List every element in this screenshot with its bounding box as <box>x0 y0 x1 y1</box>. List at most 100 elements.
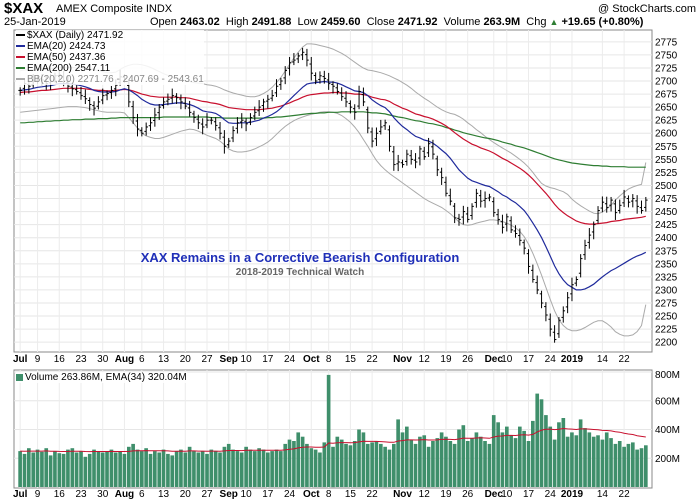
volume-bar <box>379 443 383 487</box>
volume-bar <box>161 449 166 487</box>
volume-bar <box>22 453 27 487</box>
volume-bar <box>70 448 75 487</box>
volume-bar <box>53 451 57 487</box>
volume-bar <box>357 429 361 487</box>
price-tick-label: 2425 <box>655 220 678 231</box>
price-tick-label: 2575 <box>655 142 678 153</box>
legend-bb: BB(20,2.0) 2271.76 - 2407.69 - 2543.61 <box>16 74 204 85</box>
volume-bar <box>509 435 513 488</box>
volume-bar <box>400 432 405 487</box>
date-tick-label: 17 <box>523 354 535 365</box>
price-tick-label: 2625 <box>655 116 678 127</box>
date-tick-label: 14 <box>597 354 609 365</box>
volume-bar <box>361 432 366 487</box>
date-tick-label: Jul <box>13 489 28 500</box>
volume-bar <box>27 448 31 487</box>
volume-bar <box>279 451 283 487</box>
volume-bar <box>57 453 62 487</box>
date-tick-label: 24 <box>284 354 296 365</box>
volume-bar <box>66 449 70 487</box>
volume-bar <box>409 439 414 487</box>
volume-bar <box>339 439 344 487</box>
date-tick-label: 13 <box>158 489 170 500</box>
legend-ema50: EMA(50) 2437.36 <box>16 52 204 63</box>
volume-bar <box>622 446 626 488</box>
volume-bar <box>418 436 422 487</box>
volume-bar <box>531 420 535 487</box>
volume-bar <box>370 442 374 487</box>
volume-bar <box>426 446 431 488</box>
volume-bar <box>300 436 305 487</box>
date-tick-label: 16 <box>54 354 66 365</box>
volume-bar <box>513 438 518 487</box>
volume-value: 263.9M <box>483 16 521 28</box>
volume-tick-label: 600M <box>655 396 680 407</box>
date-tick-label: Sep <box>220 489 238 500</box>
volume-bar <box>239 452 244 487</box>
volume-bar <box>526 441 531 487</box>
volume-bar <box>383 446 387 488</box>
volume-bar <box>583 428 587 487</box>
volume-bar <box>457 429 461 487</box>
date-tick-label: 10 <box>241 489 253 500</box>
date-tick-label: 26 <box>462 354 474 365</box>
high-label: High <box>225 16 249 28</box>
volume-bar <box>192 451 196 487</box>
volume-legend: Volume 263.86M, EMA(34) 320.04M <box>16 372 187 383</box>
date-tick-label: Nov <box>393 489 412 500</box>
date-tick-label: Sep <box>220 354 238 365</box>
close-label: Close <box>366 16 395 28</box>
volume-bar <box>387 449 392 487</box>
volume-bar <box>100 452 105 487</box>
price-tick-label: 2300 <box>655 285 678 296</box>
symbol: $XAX <box>4 0 44 17</box>
date-tick-label: 19 <box>440 489 452 500</box>
price-tick-label: 2350 <box>655 259 678 270</box>
date-tick-label: 15 <box>345 354 357 365</box>
date-tick-label: 20 <box>180 354 192 365</box>
volume-bar <box>222 446 227 488</box>
volume-bar <box>270 451 274 487</box>
price-tick-label: 2325 <box>655 272 678 283</box>
volume-bar <box>487 443 492 487</box>
price-tick-label: 2600 <box>655 129 678 140</box>
volume-bar <box>483 441 487 487</box>
volume-bar <box>105 451 109 487</box>
volume-bar <box>287 439 292 487</box>
price-tick-label: 2275 <box>655 298 678 309</box>
volume-bar <box>87 453 92 487</box>
volume-bar <box>392 443 396 487</box>
date-tick-label: 14 <box>597 489 609 500</box>
open-value: 2463.02 <box>179 16 220 28</box>
volume-bar <box>253 451 257 487</box>
volume-bar <box>144 448 148 487</box>
volume-bar <box>274 449 279 487</box>
date-tick-label: 2019 <box>561 489 584 500</box>
price-tick-label: 2400 <box>655 233 678 244</box>
volume-tick-label: 800M <box>655 370 680 381</box>
date-tick-label: 8 <box>326 354 332 365</box>
volume-bar <box>322 442 327 487</box>
volume-tick-label: 400M <box>655 425 680 436</box>
date-tick-label: 17 <box>262 354 274 365</box>
volume-ema-line <box>20 427 646 453</box>
volume-axis: 200M 400M 600M 800M <box>655 370 680 465</box>
volume-bar <box>61 453 66 487</box>
volume-bar <box>448 441 453 487</box>
price-tick-label: 2500 <box>655 181 678 192</box>
date-tick-label: 6 <box>139 354 145 365</box>
volume-bar <box>127 446 131 488</box>
volume-bar <box>461 425 466 487</box>
date-tick-label: 24 <box>545 354 557 365</box>
date-tick-label: 17 <box>523 489 535 500</box>
volume-bar <box>431 441 435 487</box>
price-axis: 2200 2225 2250 2275 2300 2325 2350 2375 2400 2425… <box>655 37 678 348</box>
volume-bar <box>574 435 579 488</box>
volume-bar <box>187 446 192 488</box>
volume-bar <box>374 441 379 487</box>
volume-bar <box>548 426 553 487</box>
volume-bar <box>609 438 613 487</box>
volume-bar <box>596 435 600 488</box>
volume-bar <box>396 419 400 487</box>
price-tick-label: 2650 <box>655 103 678 114</box>
